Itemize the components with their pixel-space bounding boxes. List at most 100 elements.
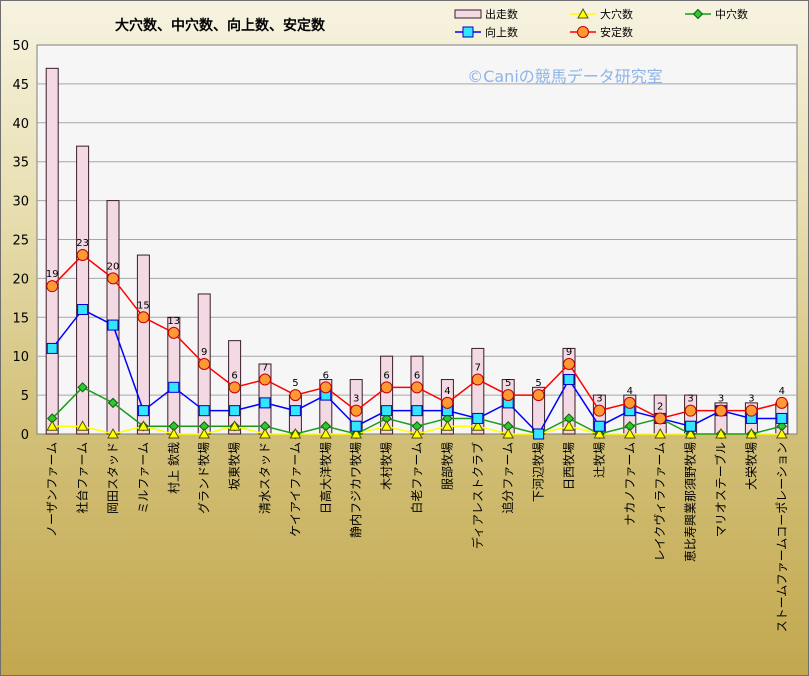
marker-triangle: [259, 427, 271, 439]
marker-circle: [198, 357, 211, 370]
marker-triangle: [228, 420, 241, 431]
x-tick-label: ノーザンファーム: [45, 442, 59, 537]
bar: [471, 347, 485, 435]
data-label: 19: [46, 269, 59, 280]
marker-square: [563, 374, 575, 386]
marker-square: [685, 420, 697, 432]
marker-triangle: [775, 427, 788, 439]
y-tick-label: 20: [12, 272, 29, 287]
marker-diamond: [692, 8, 704, 20]
legend-label: 出走数: [485, 7, 518, 21]
x-tick-label: 白老ファーム: [409, 442, 424, 514]
x-tick-label: 日西牧場: [562, 442, 576, 490]
marker-square: [107, 319, 119, 331]
marker-triangle: [577, 7, 589, 19]
data-label: 13: [167, 316, 180, 327]
marker-triangle: [441, 420, 454, 431]
marker-square: [46, 342, 58, 354]
data-label: 5: [292, 378, 298, 389]
marker-triangle: [471, 420, 484, 431]
data-label: 3: [596, 394, 602, 405]
marker-circle: [623, 396, 636, 409]
x-tick-label: ミルファーム: [136, 442, 150, 514]
x-tick-label: ストームファームコーポレーション: [775, 442, 789, 632]
marker-triangle: [593, 427, 606, 439]
marker-triangle: [289, 427, 302, 439]
marker-circle: [775, 396, 788, 409]
x-tick-label: ケイアイファーム: [288, 442, 302, 537]
marker-circle: [46, 280, 59, 293]
marker-square: [77, 304, 89, 316]
data-label: 9: [566, 347, 572, 358]
marker-circle: [107, 272, 119, 285]
x-axis: ノーザンファーム 社台ファーム 岡田スタッド ミルファーム 村上 欽哉 グランド牧場 坂東牧…: [45, 442, 789, 632]
y-tick-label: 15: [12, 311, 29, 326]
marker-diamond: [107, 397, 119, 409]
marker-circle: [563, 357, 575, 370]
marker-circle: [471, 373, 484, 386]
marker-circle: [593, 404, 606, 417]
x-tick-label: 坂東牧場: [228, 442, 242, 490]
data-label: 23: [76, 238, 89, 249]
x-tick-label: 下河辺牧場: [532, 442, 546, 502]
marker-square: [776, 412, 788, 424]
marker-circle: [319, 381, 332, 394]
marker-triangle: [502, 427, 515, 439]
marker-circle: [441, 396, 454, 409]
marker-triangle: [167, 427, 180, 439]
marker-triangle: [137, 420, 150, 431]
x-tick-label: グランド牧場: [197, 442, 211, 514]
marker-square: [289, 405, 301, 417]
bar: [76, 145, 90, 435]
marker-triangle: [107, 427, 119, 439]
data-label: 6: [414, 370, 420, 381]
data-label: 3: [353, 394, 359, 405]
legend-label: 向上数: [485, 25, 518, 39]
x-tick-label: 木村牧場: [380, 442, 394, 490]
marker-circle: [228, 381, 241, 394]
data-label: 5: [505, 378, 511, 389]
data-label: 3: [687, 394, 693, 405]
marker-square: [137, 405, 149, 417]
marker-square: [533, 428, 545, 440]
x-tick-label: ナカノファーム: [623, 442, 637, 526]
y-tick-label: 35: [12, 156, 29, 171]
marker-circle: [715, 404, 727, 417]
x-tick-label: 社台ファーム: [75, 442, 90, 514]
marker-triangle: [46, 420, 59, 431]
x-tick-label: 村上 欽哉: [166, 442, 181, 494]
x-tick-label: 追分ファーム: [500, 442, 515, 514]
data-label: 2: [657, 401, 663, 412]
marker-circle: [289, 389, 302, 402]
data-label: 7: [475, 363, 481, 374]
y-tick-label: 30: [12, 195, 29, 210]
legend-label: 中穴数: [715, 7, 748, 21]
marker-triangle: [350, 427, 363, 439]
marker-circle: [76, 249, 89, 262]
marker-triangle: [715, 427, 727, 439]
watermark: ©Caniの競馬データ研究室: [467, 67, 663, 86]
x-tick-label: 岡田スタッド: [106, 442, 120, 514]
y-tick-label: 50: [12, 39, 29, 54]
y-tick-label: 45: [12, 78, 29, 93]
marker-circle: [380, 381, 393, 394]
marker-square: [350, 420, 362, 432]
data-label: 15: [137, 300, 150, 311]
data-label: 4: [779, 386, 785, 397]
data-label: 3: [748, 394, 754, 405]
x-tick-label: 清水スタッド: [258, 442, 272, 514]
marker-circle: [350, 404, 363, 417]
data-label: 6: [231, 370, 237, 381]
x-tick-label: レイクヴィラファーム: [652, 442, 667, 561]
y-tick-label: 10: [12, 350, 29, 365]
x-tick-label: 辻牧場: [592, 442, 606, 478]
marker-square: [198, 405, 210, 417]
marker-square: [229, 405, 241, 417]
data-label: 7: [262, 363, 268, 374]
marker-triangle: [563, 420, 575, 431]
marker-triangle: [684, 427, 697, 439]
y-tick-label: 25: [12, 234, 29, 249]
marker-square: [472, 412, 484, 424]
